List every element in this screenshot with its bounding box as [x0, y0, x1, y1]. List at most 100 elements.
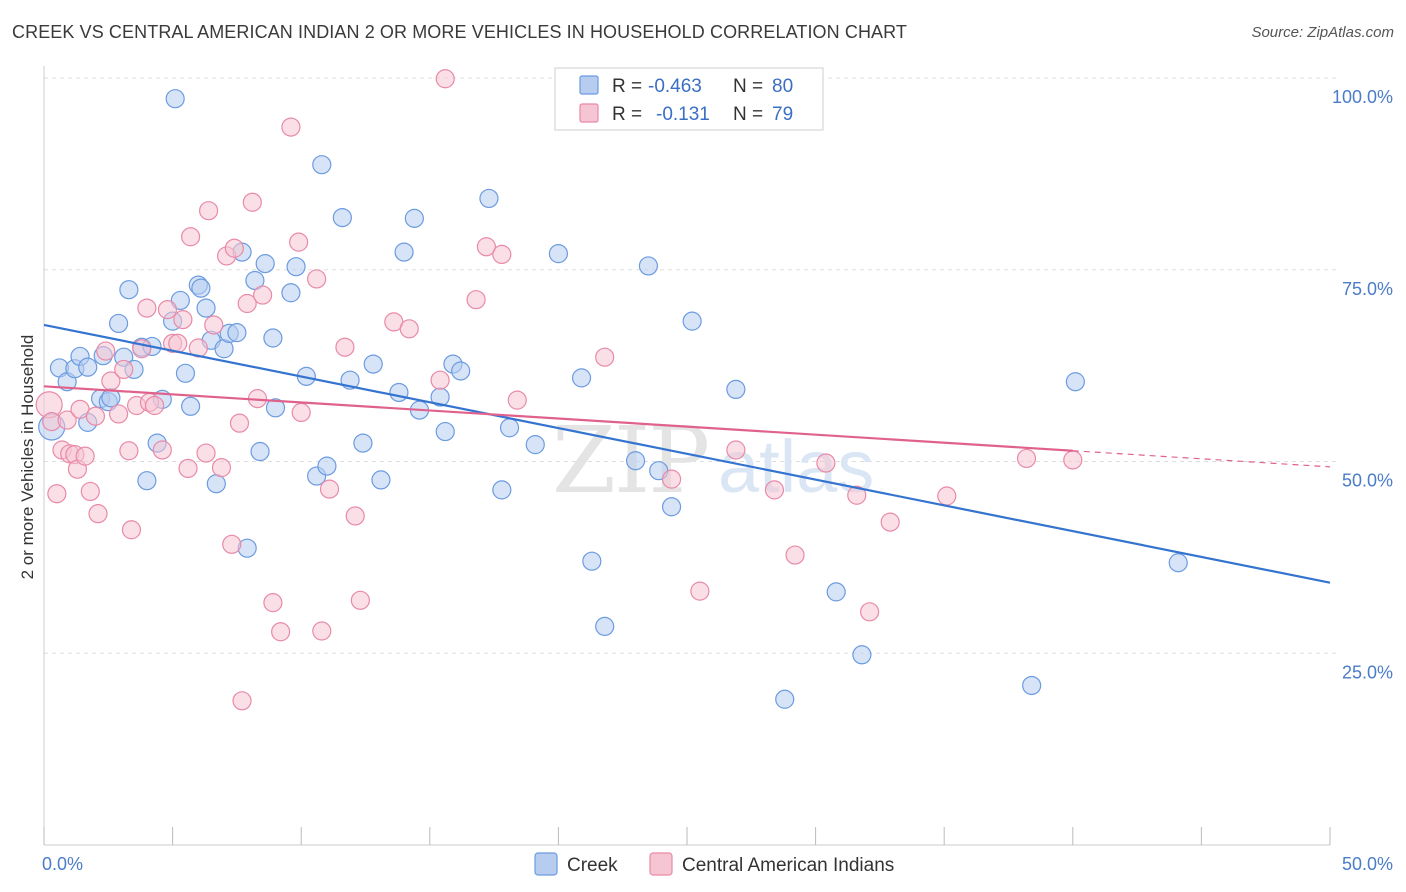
data-point-central [47, 484, 67, 504]
data-point-creek [826, 582, 846, 602]
y-axis-title: 2 or more Vehicles in Household [18, 335, 37, 580]
x-tick-label-min: 0.0% [42, 854, 83, 874]
data-point-central [726, 440, 746, 460]
series-legend: Creek Central American Indians [534, 852, 894, 876]
data-point-creek [525, 435, 545, 455]
chart-source: Source: ZipAtlas.com [1251, 24, 1394, 41]
data-point-central [173, 310, 193, 330]
legend-n-value-central: 79 [772, 104, 793, 125]
data-point-central [335, 337, 355, 357]
series-legend-label-creek: Creek [567, 855, 618, 876]
data-point-creek [1065, 372, 1085, 392]
data-point-creek [394, 242, 414, 262]
data-point-central [785, 545, 805, 565]
data-point-central [242, 192, 262, 212]
data-point-creek [389, 382, 409, 403]
data-point-central [181, 227, 201, 247]
trend-line-central [43, 385, 1073, 452]
data-point-central [152, 440, 172, 460]
data-point-creek [263, 328, 283, 348]
legend-swatch-central [579, 103, 599, 123]
data-point-central [937, 486, 957, 506]
y-tick-label: 50.0% [1342, 471, 1393, 491]
data-point-central [271, 622, 291, 642]
data-point-central [232, 691, 252, 711]
data-point-creek [1168, 553, 1188, 573]
data-point-central [595, 347, 615, 367]
data-point-central [307, 269, 327, 289]
data-point-central [211, 458, 232, 478]
data-point-central [119, 441, 139, 461]
trend-layer [43, 323, 1331, 584]
data-point-central [229, 413, 250, 433]
data-point-central [204, 315, 224, 335]
legend-n-label-central: N = [733, 104, 763, 125]
y-tick-label: 100.0% [1332, 87, 1393, 107]
data-point-creek [108, 313, 129, 334]
data-point-central [88, 504, 108, 524]
data-point-central [75, 446, 95, 466]
data-point-creek [332, 207, 352, 228]
series-creek-points [38, 89, 1188, 709]
data-point-central [85, 406, 106, 426]
data-point-creek [227, 323, 247, 343]
data-point-creek [312, 155, 332, 175]
series-legend-swatch-creek [534, 852, 558, 876]
points-layer [35, 69, 1188, 711]
series-central-points [35, 69, 1083, 711]
series-legend-label-central: Central American Indians [682, 855, 894, 876]
data-point-central [237, 293, 257, 314]
data-point-central [291, 402, 311, 423]
data-point-creek [499, 418, 520, 438]
tick-labels: 100.0% 75.0% 50.0% 25.0% 0.0% 50.0% [42, 87, 1393, 874]
data-point-central [96, 341, 116, 361]
data-point-creek [363, 354, 383, 374]
data-point-creek [726, 379, 746, 400]
axis-layer [43, 66, 1331, 846]
data-point-central [345, 506, 365, 526]
data-point-creek [582, 551, 602, 571]
data-point-central [399, 319, 419, 339]
data-point-central [157, 300, 178, 320]
data-point-creek [492, 480, 512, 500]
y-tick-label: 75.0% [1342, 279, 1393, 299]
legend-r-value-central: -0.131 [656, 104, 710, 125]
data-point-creek [265, 398, 286, 418]
data-point-central [281, 117, 301, 137]
chart-title: CREEK VS CENTRAL AMERICAN INDIAN 2 OR MO… [12, 22, 908, 42]
y-tick-label: 25.0% [1342, 662, 1393, 682]
data-point-central [57, 410, 77, 430]
data-point-creek [548, 244, 569, 264]
data-point-central [80, 481, 100, 502]
data-point-creek [206, 474, 226, 494]
data-point-creek [404, 208, 424, 228]
data-point-central [507, 390, 527, 410]
data-point-central [847, 485, 867, 505]
data-point-creek [191, 278, 211, 298]
data-point-central [144, 395, 165, 416]
data-point-central [253, 285, 273, 305]
data-point-central [1063, 450, 1083, 470]
data-point-creek [435, 421, 455, 442]
data-point-central [350, 590, 370, 610]
data-point-creek [196, 298, 216, 318]
data-point-creek [78, 357, 98, 377]
data-point-central [880, 512, 900, 532]
data-point-creek [165, 89, 185, 109]
data-point-creek [137, 471, 157, 491]
data-point-creek [595, 616, 615, 637]
data-point-creek [281, 283, 301, 303]
data-point-creek [775, 689, 795, 709]
data-point-creek [250, 441, 270, 462]
data-point-central [263, 593, 283, 613]
data-point-creek [682, 311, 702, 331]
data-point-central [764, 480, 785, 500]
data-point-central [816, 453, 836, 473]
data-point-creek [119, 280, 139, 300]
data-point-central [222, 534, 242, 554]
data-point-creek [317, 456, 337, 476]
data-point-central [661, 469, 682, 489]
legend-r-value-creek: -0.463 [648, 76, 702, 97]
data-point-central [289, 232, 309, 252]
